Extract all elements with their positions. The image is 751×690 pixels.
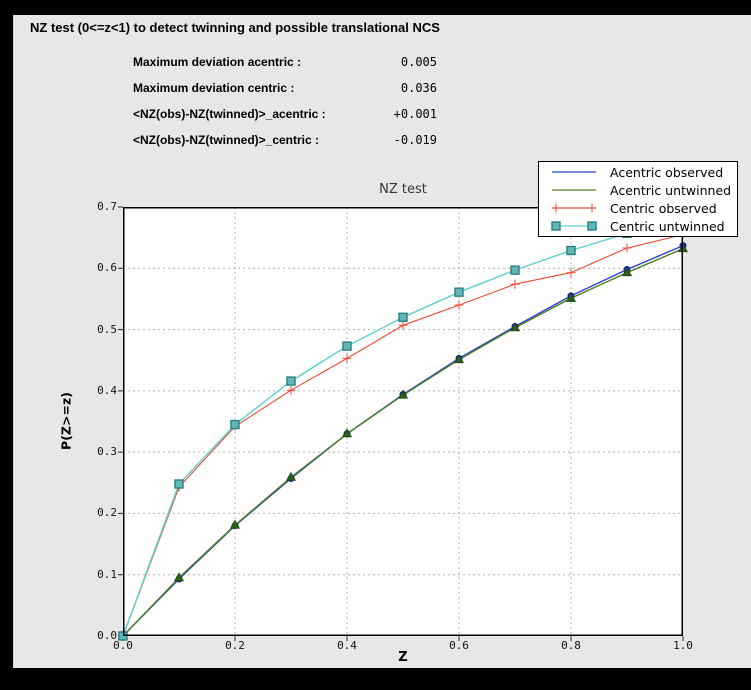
stat-value: 0.036	[400, 81, 437, 95]
stat-value: +0.001	[393, 107, 437, 121]
data-marker	[509, 322, 521, 332]
data-marker	[398, 320, 408, 330]
legend: Acentric observed Acentric untwinned Centr…	[538, 161, 738, 237]
data-marker	[551, 221, 561, 231]
data-marker	[510, 279, 520, 289]
y-tick-label: 0.5	[97, 322, 117, 336]
stat-label: <NZ(obs)-NZ(twinned)>_centric :	[133, 133, 320, 147]
y-tick-label: 0.2	[97, 506, 117, 520]
series-line	[122, 234, 684, 637]
legend-label: Centric observed	[610, 200, 717, 216]
data-marker	[342, 353, 352, 363]
plot-title: NZ test	[379, 182, 427, 197]
x-axis-label: Z	[398, 650, 408, 665]
data-marker	[566, 245, 576, 256]
data-marker	[565, 292, 577, 302]
y-tick-label: 0.0	[97, 629, 117, 642]
legend-label: Acentric observed	[610, 164, 724, 180]
stat-label: Maximum deviation centric :	[133, 81, 295, 95]
plot-figure: NZ test 0.0 0.2 0.4 0.6 0.8 1.0 0.0 0.1 0.2 0.3 0.…	[59, 161, 738, 665]
x-tick-label: 1.0	[673, 639, 693, 652]
stat-row: <NZ(obs)-NZ(twinned)>_acentric : +0.001	[133, 101, 437, 127]
legend-swatch	[549, 199, 599, 217]
y-tick-label: 0.4	[97, 383, 117, 397]
plot-area	[117, 206, 689, 641]
series-line	[122, 216, 684, 637]
series-line	[122, 244, 684, 637]
legend-swatch	[549, 163, 599, 181]
legend-item: Acentric untwinned	[539, 181, 737, 199]
data-marker	[453, 354, 465, 364]
stat-label: Maximum deviation acentric :	[133, 55, 302, 69]
legend-label: Acentric untwinned	[610, 182, 732, 198]
legend-item: Centric untwinned	[539, 217, 737, 235]
x-tick-label: 0.0	[113, 639, 133, 652]
y-axis-label: P(Z>=z)	[58, 392, 74, 450]
legend-swatch	[549, 181, 599, 199]
x-tick-label: 0.2	[225, 639, 245, 652]
data-marker	[229, 519, 241, 529]
data-marker	[587, 221, 597, 231]
data-marker	[566, 268, 576, 278]
data-marker	[286, 376, 296, 386]
stat-row: <NZ(obs)-NZ(twinned)>_centric : -0.019	[133, 127, 437, 153]
x-tick-label: 0.8	[561, 639, 581, 652]
series-line	[122, 248, 684, 637]
y-tick-label: 0.3	[97, 445, 117, 459]
legend-swatch	[549, 217, 599, 235]
data-marker	[622, 243, 632, 253]
page-title: NZ test (0<=z<1) to detect twinning and …	[30, 20, 440, 35]
legend-label: Centric untwinned	[610, 218, 725, 234]
data-marker	[285, 471, 297, 481]
plot-canvas	[117, 206, 689, 641]
y-tick-label: 0.1	[97, 567, 117, 581]
data-marker	[551, 203, 561, 213]
stats-table: Maximum deviation acentric :0.005 Maximum…	[133, 49, 437, 153]
y-tick-label: 0.6	[97, 261, 117, 275]
data-marker	[174, 479, 184, 489]
data-marker	[286, 385, 296, 395]
data-marker	[587, 203, 597, 213]
data-marker	[341, 428, 353, 438]
data-marker	[173, 572, 185, 582]
data-marker	[342, 341, 352, 351]
legend-item: Centric observed	[539, 199, 737, 217]
data-marker	[398, 312, 408, 323]
stat-row: Maximum deviation acentric : 0.005	[133, 49, 437, 75]
data-marker	[230, 419, 240, 430]
data-marker	[510, 265, 520, 275]
legend-item: Acentric observed	[539, 163, 737, 181]
y-tick-label: 0.7	[97, 200, 117, 213]
data-marker	[454, 300, 464, 310]
x-tick-label: 0.4	[337, 639, 357, 652]
x-tick-label: 0.6	[449, 639, 469, 652]
stat-label: <NZ(obs)-NZ(twinned)>_acentric :	[133, 107, 326, 121]
stat-row: Maximum deviation centric : 0.036	[133, 75, 437, 101]
data-marker	[454, 287, 464, 297]
stat-value: 0.005	[400, 55, 437, 69]
axes-frame	[123, 207, 683, 636]
stat-value: -0.019	[393, 133, 437, 147]
data-marker	[621, 267, 633, 277]
data-marker	[397, 389, 409, 399]
